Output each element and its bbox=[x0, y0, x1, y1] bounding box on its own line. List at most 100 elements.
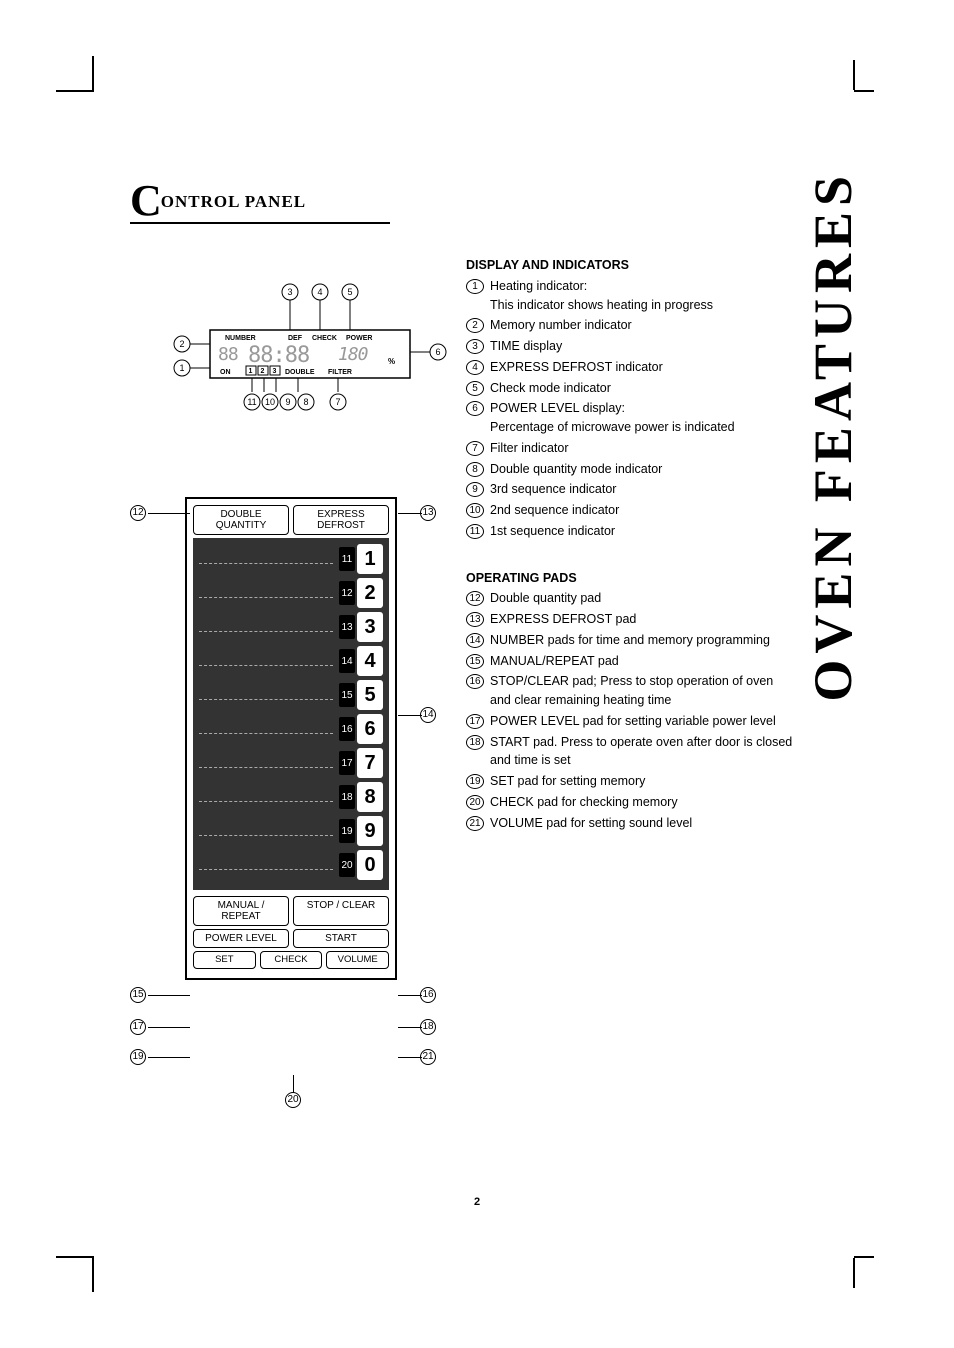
callout-19: 19 bbox=[130, 1049, 146, 1065]
list-item-text: Double quantity pad bbox=[490, 589, 796, 608]
list-number: 9 bbox=[466, 482, 484, 497]
memory-slot-line bbox=[199, 826, 333, 836]
heading-text: ONTROL PANEL bbox=[161, 192, 306, 211]
list-number: 1 bbox=[466, 279, 484, 294]
number-pad-small[interactable]: 11 bbox=[339, 547, 355, 571]
number-pad-small[interactable]: 19 bbox=[339, 819, 355, 843]
number-pad-big[interactable]: 4 bbox=[357, 646, 383, 676]
list-number: 15 bbox=[466, 654, 484, 669]
page-number: 2 bbox=[474, 1196, 480, 1208]
list-item-text: Memory number indicator bbox=[490, 316, 796, 335]
manual-repeat-pad[interactable]: MANUAL / REPEAT bbox=[193, 896, 289, 926]
callout-17: 17 bbox=[130, 1019, 146, 1035]
callout-21: 21 bbox=[420, 1049, 436, 1065]
svg-text:5: 5 bbox=[347, 287, 352, 297]
list-item-text: STOP/CLEAR pad; Press to stop operation … bbox=[490, 672, 796, 710]
crop-mark bbox=[92, 56, 94, 92]
number-pad-small[interactable]: 13 bbox=[339, 615, 355, 639]
list-item-text: NUMBER pads for time and memory programm… bbox=[490, 631, 796, 650]
list-item-text: VOLUME pad for setting sound level bbox=[490, 814, 796, 833]
list-number: 3 bbox=[466, 339, 484, 354]
number-pad-big[interactable]: 1 bbox=[357, 544, 383, 574]
description-column: DISPLAY AND INDICATORS 1Heating indicato… bbox=[466, 252, 796, 980]
indicators-list: 1Heating indicator: This indicator shows… bbox=[466, 277, 796, 541]
number-pad-big[interactable]: 5 bbox=[357, 680, 383, 710]
number-pad-big[interactable]: 8 bbox=[357, 782, 383, 812]
power-level-pad[interactable]: POWER LEVEL bbox=[193, 929, 289, 948]
check-pad[interactable]: CHECK bbox=[260, 951, 323, 969]
list-item-text: MANUAL/REPEAT pad bbox=[490, 652, 796, 671]
svg-text:3: 3 bbox=[273, 368, 277, 375]
svg-text:1: 1 bbox=[249, 368, 253, 375]
svg-text:2: 2 bbox=[179, 339, 184, 349]
callout-20: 20 bbox=[285, 1092, 301, 1108]
list-item-text: 2nd sequence indicator bbox=[490, 501, 796, 520]
indicators-heading: DISPLAY AND INDICATORS bbox=[466, 256, 796, 275]
list-item-text: CHECK pad for checking memory bbox=[490, 793, 796, 812]
number-pad-small[interactable]: 15 bbox=[339, 683, 355, 707]
list-item-text: POWER LEVEL pad for setting variable pow… bbox=[490, 712, 796, 731]
svg-text:10: 10 bbox=[265, 397, 275, 407]
memory-slot-line bbox=[199, 588, 333, 598]
number-pad-small[interactable]: 20 bbox=[339, 853, 355, 877]
svg-text:88:88: 88:88 bbox=[248, 343, 309, 368]
svg-text:POWER: POWER bbox=[346, 335, 372, 342]
dropcap: C bbox=[130, 176, 163, 225]
list-item-text: 1st sequence indicator bbox=[490, 522, 796, 541]
crop-mark bbox=[854, 1256, 874, 1258]
side-section-title: OVEN FEATURES bbox=[802, 170, 864, 702]
list-number: 11 bbox=[466, 524, 484, 539]
list-item-text: 3rd sequence indicator bbox=[490, 480, 796, 499]
svg-text:1: 1 bbox=[179, 363, 184, 373]
number-pad-big[interactable]: 6 bbox=[357, 714, 383, 744]
svg-text:CHECK: CHECK bbox=[312, 335, 337, 342]
set-pad[interactable]: SET bbox=[193, 951, 256, 969]
crop-mark bbox=[56, 90, 92, 92]
callout-13: 13 bbox=[420, 505, 436, 521]
list-item-text: EXPRESS DEFROST pad bbox=[490, 610, 796, 629]
heading-underline bbox=[130, 222, 390, 224]
number-pad-big[interactable]: 3 bbox=[357, 612, 383, 642]
stop-clear-pad[interactable]: STOP / CLEAR bbox=[293, 896, 389, 926]
display-diagram: 3 4 5 2 1 6 bbox=[170, 282, 450, 437]
list-number: 10 bbox=[466, 503, 484, 518]
memory-slot-line bbox=[199, 860, 333, 870]
start-pad[interactable]: START bbox=[293, 929, 389, 948]
number-pad-big[interactable]: 9 bbox=[357, 816, 383, 846]
number-pad-big[interactable]: 0 bbox=[357, 850, 383, 880]
number-pad-small[interactable]: 12 bbox=[339, 581, 355, 605]
memory-slot-line bbox=[199, 758, 333, 768]
callout-16: 16 bbox=[420, 987, 436, 1003]
svg-text:DOUBLE: DOUBLE bbox=[285, 369, 315, 376]
list-number: 14 bbox=[466, 633, 484, 648]
list-number: 4 bbox=[466, 360, 484, 375]
number-pad-small[interactable]: 17 bbox=[339, 751, 355, 775]
list-item-text: Filter indicator bbox=[490, 439, 796, 458]
double-quantity-pad[interactable]: DOUBLE QUANTITY bbox=[193, 505, 289, 535]
callout-14: 14 bbox=[420, 707, 436, 723]
section-heading: CONTROL PANEL bbox=[130, 175, 810, 224]
crop-mark bbox=[56, 1256, 92, 1258]
number-pad-big[interactable]: 7 bbox=[357, 748, 383, 778]
svg-text:4: 4 bbox=[317, 287, 322, 297]
memory-slot-line bbox=[199, 656, 333, 666]
list-number: 21 bbox=[466, 816, 484, 831]
number-pad-big[interactable]: 2 bbox=[357, 578, 383, 608]
list-item-text: TIME display bbox=[490, 337, 796, 356]
number-pad-small[interactable]: 14 bbox=[339, 649, 355, 673]
list-number: 17 bbox=[466, 714, 484, 729]
list-item-text: START pad. Press to operate oven after d… bbox=[490, 733, 796, 771]
list-item-text: Check mode indicator bbox=[490, 379, 796, 398]
crop-mark bbox=[853, 60, 855, 90]
express-defrost-pad[interactable]: EXPRESS DEFROST bbox=[293, 505, 389, 535]
list-item-text: POWER LEVEL display: Percentage of micro… bbox=[490, 399, 796, 437]
list-item-text: EXPRESS DEFROST indicator bbox=[490, 358, 796, 377]
number-pad-small[interactable]: 16 bbox=[339, 717, 355, 741]
svg-text:180: 180 bbox=[338, 344, 368, 365]
number-pad-small[interactable]: 18 bbox=[339, 785, 355, 809]
page-content: CONTROL PANEL 3 4 5 bbox=[130, 175, 810, 980]
svg-text:7: 7 bbox=[335, 397, 340, 407]
svg-text:DEF: DEF bbox=[288, 335, 303, 342]
number-pad-area: 111122133144155166177188199200 bbox=[193, 538, 389, 890]
volume-pad[interactable]: VOLUME bbox=[326, 951, 389, 969]
